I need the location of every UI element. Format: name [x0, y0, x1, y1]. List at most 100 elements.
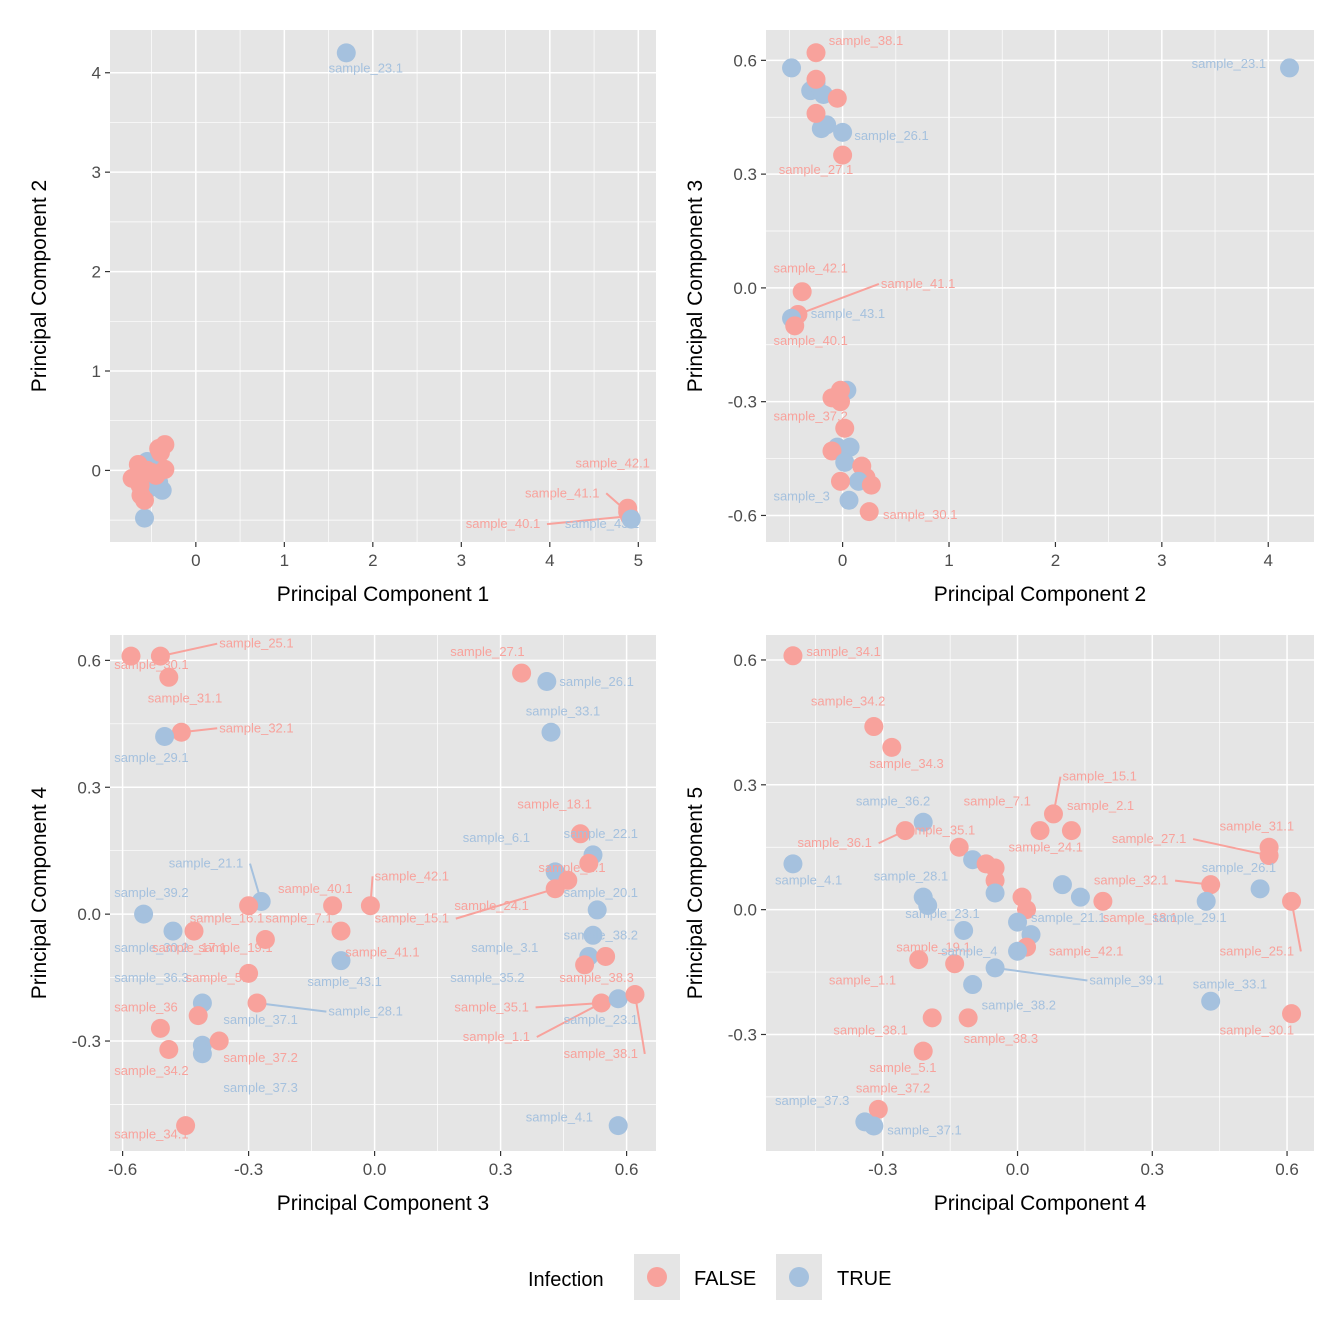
panel-3-tick-label-x-2: 0.0 [363, 1160, 387, 1179]
panel-3-point-label-23: sample_17.1 [152, 940, 226, 955]
panel-4-point-31 [1008, 941, 1028, 961]
panel-2-point-29 [861, 475, 881, 495]
panel-4-tick-label-y-0: -0.3 [728, 1025, 757, 1044]
panel-3-point-21 [184, 921, 204, 941]
panel-4-point-label-6: sample_2.1 [1067, 798, 1134, 813]
panel-4-point-label-29: sample_38.3 [964, 1031, 1038, 1046]
panel-2-point-9 [827, 88, 847, 108]
panel-2-point-23 [840, 437, 860, 457]
panel-1-tick-label-x-1: 1 [280, 551, 289, 570]
panel-4-point-label-11: sample_27.1 [1112, 831, 1186, 846]
panel-3-point-label-1: sample_30.1 [114, 657, 188, 672]
panel-3-point-26 [583, 925, 603, 945]
panel-3-point-29 [575, 955, 595, 975]
panel-3-point-24 [239, 963, 259, 983]
panel-4-point-label-31: sample_5.1 [869, 1060, 936, 1075]
panel-2-tick-label-y-3: 0.3 [733, 165, 757, 184]
panel-1-point-0 [135, 508, 155, 528]
panel-2-tick-label-x-1: 1 [944, 551, 953, 570]
panel-3-point-label-5: sample_27.1 [450, 644, 524, 659]
panel-4-point-35 [985, 958, 1005, 978]
panel-2-point-11 [833, 145, 853, 165]
panel-4-tick-label-x-3: 0.6 [1275, 1160, 1299, 1179]
panel-4-point-3 [913, 812, 933, 832]
panel-1-leader-3 [546, 515, 630, 526]
panel-3-point-label-17: sample_20.1 [564, 885, 638, 900]
panel-3-point-label-20: sample_15.1 [375, 911, 449, 926]
panel-1-point-13 [135, 490, 155, 510]
panel-3-tick-label-x-0: -0.6 [108, 1160, 137, 1179]
panel-2-point-label-9: sample_3 [773, 488, 829, 503]
panel-3-point-label-26: sample_41.1 [345, 944, 419, 959]
panel-4: -0.3 0.0 0.3 0.6 -0.3 0.0 0.3 0.6 Principal Comp… [684, 635, 1314, 1215]
panel-2-point-label-1: sample_23.1 [1192, 56, 1266, 71]
panel-4-point-26 [1259, 846, 1279, 866]
panel-2-point-0 [782, 58, 802, 78]
panel-3-leader-0 [160, 642, 218, 658]
panel-4-point-label-21: sample_19.1 [896, 939, 970, 954]
panel-4-point-label-32: sample_37.2 [856, 1081, 930, 1096]
legend-key-false [647, 1267, 667, 1287]
panel-4-point-label-7: sample_35.1 [901, 823, 975, 838]
panel-3-point-20 [163, 921, 183, 941]
panel-3-point-0 [121, 646, 141, 666]
panel-1-tick-label-y-3: 3 [92, 163, 101, 182]
panel-4-point-label-19: sample_29.1 [1152, 910, 1226, 925]
panel-3-point-label-35: sample_37.1 [223, 1012, 297, 1027]
panel-3-leader-39 [634, 994, 646, 1055]
panel-3-point-label-14: sample_40.1 [278, 881, 352, 896]
panel-2-point-31 [839, 490, 859, 510]
panel-2-tick-label-x-2: 2 [1051, 551, 1060, 570]
panel-4-point-label-27: sample_38.2 [982, 998, 1056, 1013]
panel-3-point-38 [176, 1116, 196, 1136]
panel-2-point-20 [830, 392, 850, 412]
panel-3-point-42 [608, 1116, 628, 1136]
panel-4-point-23 [1250, 879, 1270, 899]
panel-3-point-label-4: sample_29.1 [114, 750, 188, 765]
panel-4-point-19 [985, 883, 1005, 903]
panel-4-point-33 [909, 950, 929, 970]
panel-4-point-label-17: sample_21.1 [1031, 910, 1105, 925]
panel-4-point-2 [882, 737, 902, 757]
panel-4-x-axis-title: Principal Component 4 [934, 1192, 1147, 1215]
panel-3-point-label-30: sample_35.2 [450, 970, 524, 985]
panel-1-point-19 [146, 465, 166, 485]
panel-3-point-40 [608, 989, 628, 1009]
panel-4-point-32 [954, 920, 974, 940]
panel-3-point-label-9: sample_6.1 [463, 830, 530, 845]
panel-3-point-39 [591, 993, 611, 1013]
panel-3-point-41 [625, 985, 645, 1005]
legend: Infection FALSE TRUE [528, 1254, 891, 1300]
panel-1-point-26 [621, 509, 641, 529]
panel-3-point-28 [596, 946, 616, 966]
panel-3-point-label-41: sample_37.3 [223, 1080, 297, 1095]
panel-4-point-label-28: sample_38.1 [833, 1022, 907, 1037]
panel-3-point-label-2: sample_31.1 [148, 691, 222, 706]
legend-title: Infection [528, 1269, 604, 1291]
panel-1-tick-label-y-0: 0 [92, 461, 101, 480]
panel-3-point-label-37: sample_1.1 [463, 1029, 530, 1044]
panel-4-point-label-26: sample_33.1 [1193, 977, 1267, 992]
panel-2-point-label-5: sample_41.1 [881, 276, 955, 291]
panel-2-point-12 [1280, 58, 1300, 78]
panel-3-point-label-0: sample_25.1 [219, 636, 293, 651]
panel-2-tick-label-x-0: 0 [838, 551, 847, 570]
panel-1-point-label-0: sample_23.1 [329, 61, 403, 76]
panel-4-point-42 [868, 1099, 888, 1119]
panel-2-point-7 [806, 43, 826, 63]
panel-4-tick-label-x-0: -0.3 [868, 1160, 897, 1179]
panel-3-tick-label-y-1: 0.0 [77, 905, 101, 924]
panel-4-point-label-15: sample_32.1 [1094, 873, 1168, 888]
panel-2-point-label-0: sample_38.1 [829, 33, 903, 48]
panel-4-point-24 [1196, 891, 1216, 911]
panel-4-leader-25 [994, 966, 1088, 982]
panel-3-point-label-25: sample_3.1 [471, 940, 538, 955]
panel-4-point-label-33: sample_37.3 [775, 1093, 849, 1108]
panel-2-point-25 [835, 452, 855, 472]
panel-4-point-12 [783, 854, 803, 874]
panel-3-point-3 [171, 722, 191, 742]
panel-3-point-label-36: sample_23.1 [564, 1012, 638, 1027]
panel-2-tick-label-y-1: -0.3 [728, 393, 757, 412]
panel-1-tick-label-x-4: 4 [545, 551, 554, 570]
panel-4-point-14 [1052, 875, 1072, 895]
